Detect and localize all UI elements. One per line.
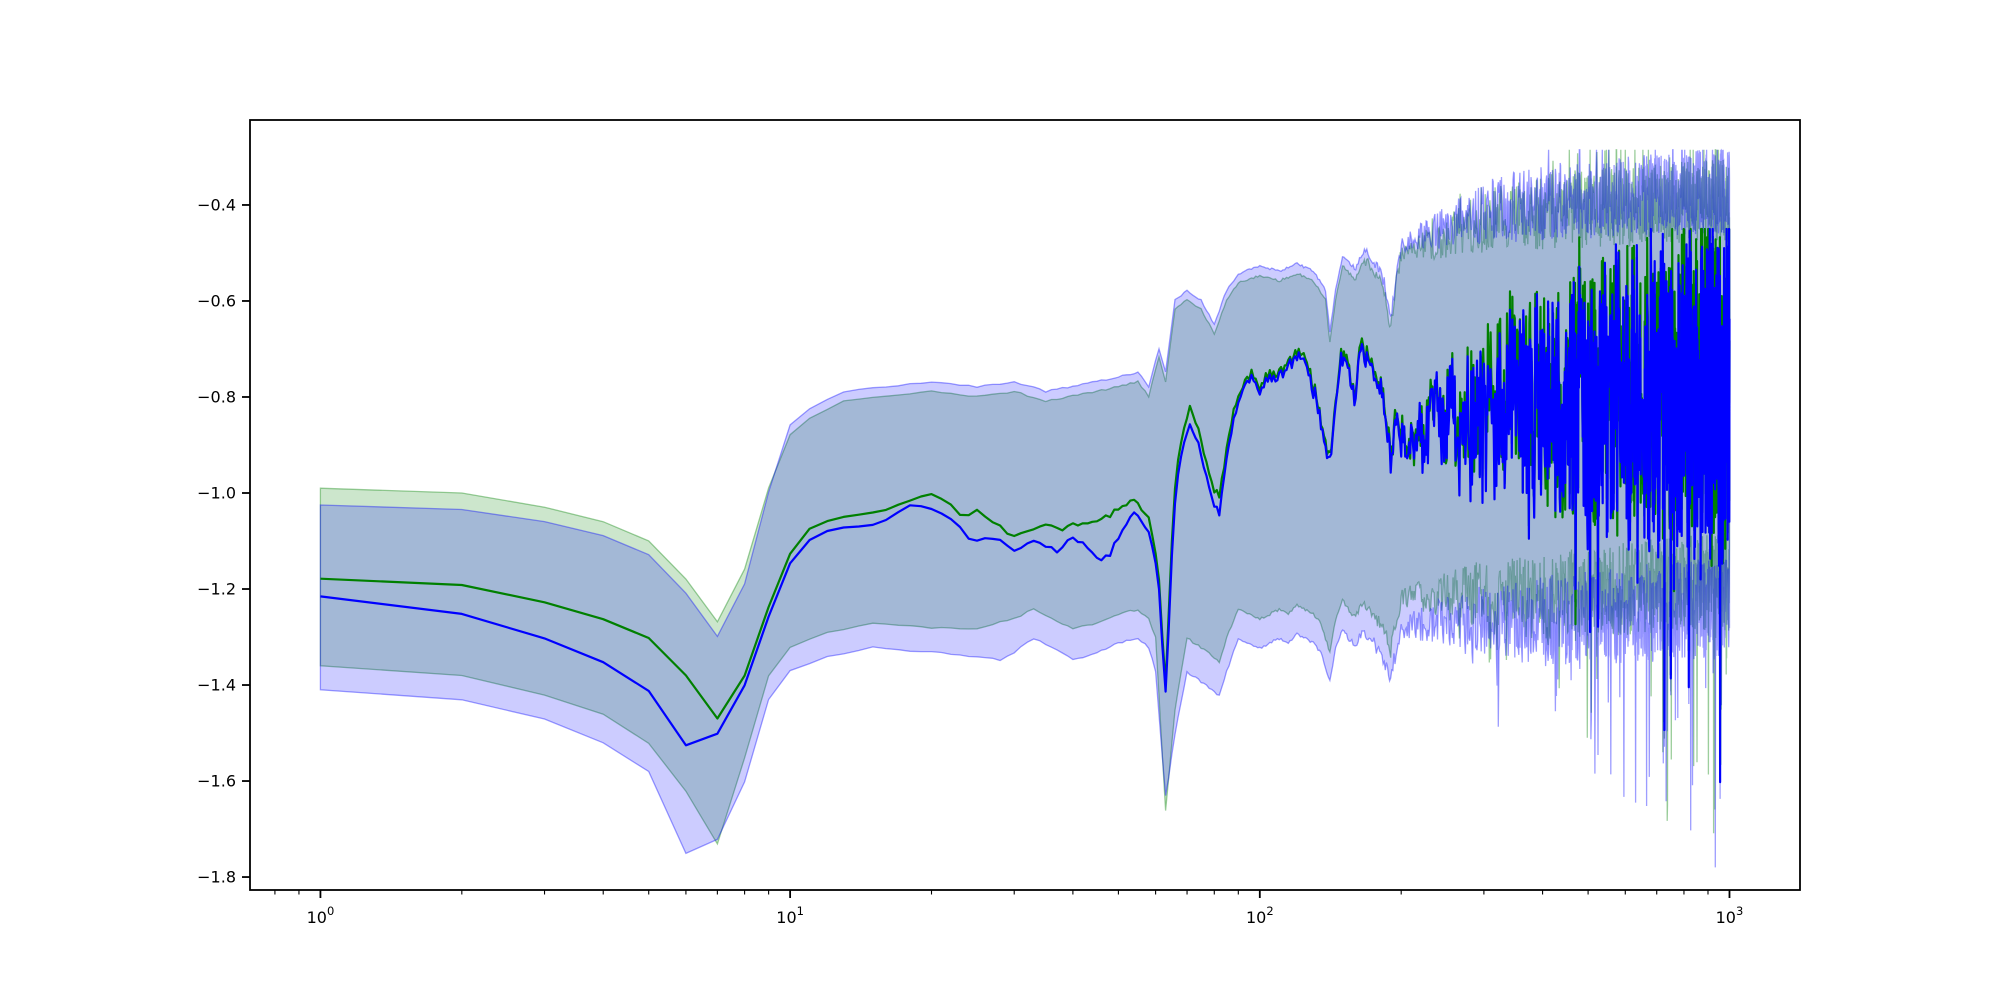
- y-tick-label: −1.6: [197, 772, 236, 791]
- x-tick-label: 103: [1716, 904, 1744, 927]
- y-tick-label: −1.2: [197, 580, 236, 599]
- y-tick-label: −1.4: [197, 676, 236, 695]
- y-tick-label: −1.8: [197, 868, 236, 887]
- green-band-fill: [319, 149, 1731, 846]
- plot-area: [319, 148, 1731, 868]
- y-tick-label: −1.0: [197, 483, 236, 502]
- x-tick-label: 102: [1246, 904, 1274, 927]
- x-tick-label: 101: [776, 904, 804, 927]
- y-tick-label: −0.6: [197, 291, 236, 310]
- x-tick-label: 100: [307, 904, 335, 927]
- plot-area-border: [249, 119, 1801, 891]
- y-tick-label: −0.8: [197, 387, 236, 406]
- blue-mean-line: [320, 227, 1731, 784]
- blue-band-fill: [319, 148, 1731, 868]
- y-tick-label: −0.4: [197, 195, 236, 214]
